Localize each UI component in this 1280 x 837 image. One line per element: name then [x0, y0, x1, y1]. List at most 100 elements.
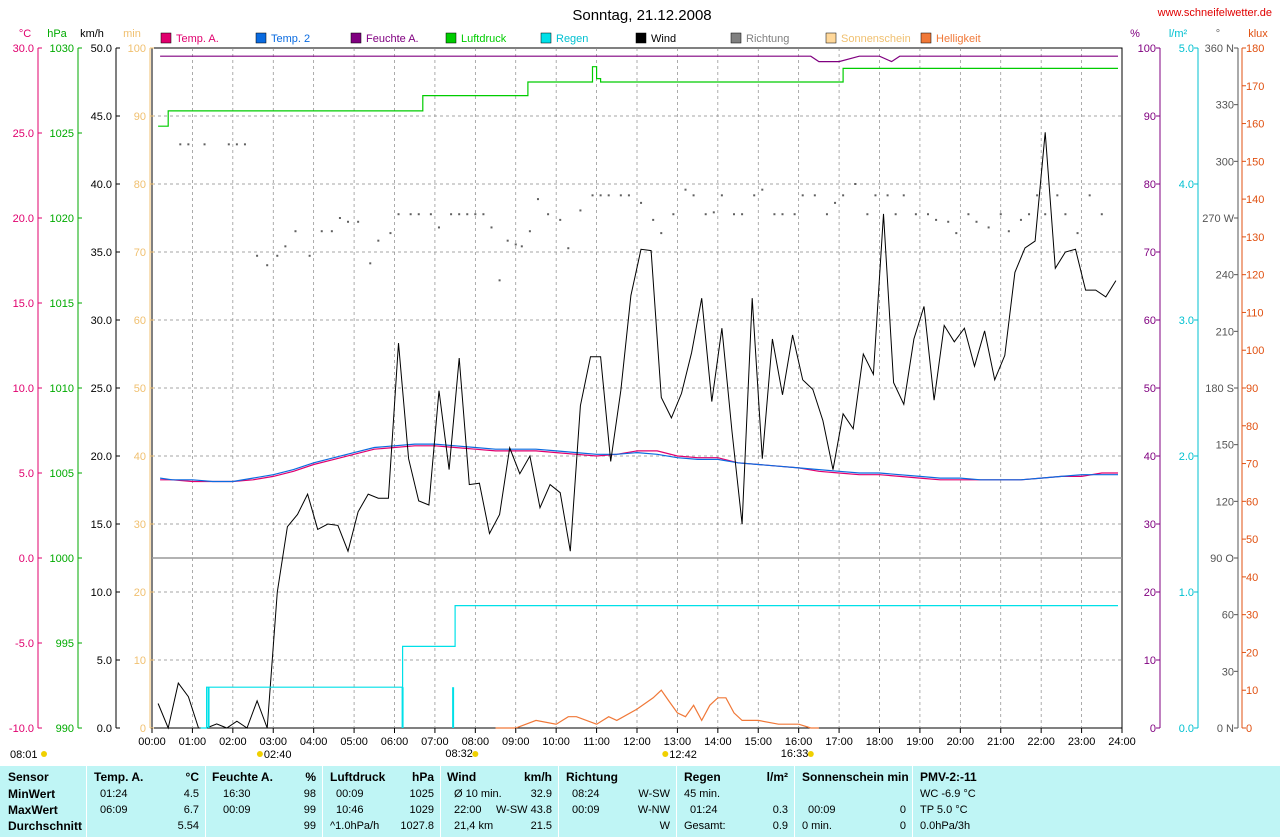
axis-tick-label: 360 N — [1205, 43, 1234, 55]
series-richtung-point — [450, 213, 453, 216]
axis-tick-label: 60 — [134, 315, 146, 327]
series-richtung-point — [458, 213, 461, 216]
axis-tick-label: 15.0 — [13, 298, 34, 310]
series-richtung-point — [773, 213, 776, 216]
axis-tick-label: 1020 — [50, 213, 74, 225]
stats-pmv-pressure-trend: 0.0hPa/3h — [920, 820, 971, 832]
stats-wind-max-direction: W-SW — [496, 804, 528, 816]
x-tick-label: 09:00 — [502, 736, 530, 748]
series-richtung-point — [1007, 230, 1010, 233]
legend-label-feuchte-a: Feuchte A. — [366, 33, 419, 45]
stats-header-wind-unit: km/h — [523, 770, 552, 784]
x-tick-label: 04:00 — [300, 736, 328, 748]
series-richtung-point — [627, 194, 630, 197]
axis-tick-label: 25.0 — [13, 128, 34, 140]
axis-tick-label: 70 — [134, 247, 146, 259]
axis-tick-label: 5.0 — [97, 655, 112, 667]
series-richtung-point — [619, 194, 622, 197]
x-tick-label: 16:00 — [785, 736, 813, 748]
axis-tick-label: 1.0 — [1179, 587, 1194, 599]
series-helligkeit-line — [495, 689, 819, 729]
axis-tick-label: 180 S — [1205, 383, 1234, 395]
axis-tick-label: 0 — [140, 723, 146, 735]
axis-tick-label: 110 — [1246, 307, 1264, 319]
x-tick-label: 05:00 — [340, 736, 368, 748]
series-richtung-point — [902, 194, 905, 197]
marker-icon — [256, 751, 263, 757]
stats-sun-total-value: 0 — [899, 820, 906, 832]
series-richtung-point — [704, 213, 707, 216]
unit-label: klux — [1248, 28, 1268, 40]
series-feuchte-a-line — [160, 55, 1118, 63]
stats-pmv-windchill: WC -6.9 °C — [920, 788, 976, 800]
series-richtung-point — [1064, 213, 1067, 216]
series-richtung-point — [733, 213, 735, 216]
axis-tick-label: 150 — [1246, 156, 1264, 168]
axis-tick-label: 990 — [56, 723, 74, 735]
legend-swatch-richtung — [730, 32, 742, 44]
series-richtung-point — [947, 220, 950, 223]
series-richtung-point — [761, 188, 764, 191]
series-richtung-point — [866, 213, 869, 216]
stats-header-sunshine: Sonnenschein min — [802, 770, 909, 784]
marker-label: 08:32 — [445, 748, 473, 760]
series-richtung-point — [567, 247, 570, 250]
x-tick-label: 18:00 — [866, 736, 894, 748]
series-temp-a-line — [160, 445, 1118, 483]
x-tick-label: 22:00 — [1027, 736, 1055, 748]
stats-label-max: MaxWert — [8, 803, 58, 817]
series-richtung-point — [1076, 232, 1079, 235]
axis-tick-label: 1005 — [50, 468, 74, 480]
stats-temp-min-value: 4.5 — [183, 788, 199, 800]
series-richtung-point — [1044, 213, 1047, 216]
stats-panel: Sensor MinWert MaxWert Durchschnitt Temp… — [0, 766, 1280, 837]
stats-wind-distance: 21,4 km — [454, 820, 494, 832]
unit-label: °C — [19, 28, 31, 40]
axis-tick-label: 30.0 — [91, 315, 112, 327]
axis-tick-label: 50 — [1246, 534, 1258, 546]
series-richtung-point — [338, 217, 341, 219]
x-tick-label: 14:00 — [704, 736, 732, 748]
stats-press-max-value: 1029 — [409, 804, 434, 816]
series-richtung-point — [874, 194, 877, 197]
axis-tick-label: 80 — [134, 179, 146, 191]
series-richtung-point — [369, 262, 372, 265]
series-richtung-point — [1056, 194, 1059, 197]
unit-label: min — [123, 28, 141, 40]
axis-tick-label: 130 — [1246, 232, 1264, 244]
x-tick-label: 07:00 — [421, 736, 449, 748]
stats-col-humidity: Feuchte A. % 16:30 98 00:09 99 99 — [206, 766, 323, 837]
chart-title: Sonntag, 21.12.2008 — [572, 7, 711, 24]
series-richtung-point — [179, 143, 182, 146]
axis-tick-label: 50 — [134, 383, 146, 395]
x-tick-label: 02:00 — [219, 736, 247, 748]
stats-hum-max-time: 00:09 — [223, 804, 251, 816]
stats-dir-min-value: W-SW — [638, 788, 670, 800]
legend-label-richtung: Richtung — [746, 33, 789, 45]
series-richtung-point — [429, 213, 432, 216]
series-richtung-point — [579, 209, 582, 212]
series-richtung-point — [854, 183, 857, 185]
series-richtung-point — [793, 213, 796, 216]
axis-tick-label: 4.0 — [1179, 179, 1194, 191]
stats-temp-avg-value: 5.54 — [177, 820, 199, 832]
series-richtung-point — [520, 245, 523, 248]
watermark-link[interactable]: www.schneifelwetter.de — [1157, 7, 1272, 19]
stats-rain-max-time: 01:24 — [690, 804, 718, 816]
series-richtung-point — [284, 245, 287, 248]
axis-tick-label: 40 — [1144, 451, 1156, 463]
series-richtung-point — [935, 218, 938, 221]
legend-swatch-temp-a — [160, 32, 172, 44]
axis-unit-labels: °C hPa km/h min% l/m² ° klux — [19, 28, 1268, 40]
series-richtung-point — [652, 218, 655, 221]
x-tick-label: 17:00 — [825, 736, 853, 748]
unit-label: % — [1130, 28, 1140, 40]
axis-tick-label: 50 — [1144, 383, 1156, 395]
x-tick-label: 06:00 — [381, 736, 409, 748]
legend-swatch-feuchte-a — [350, 32, 362, 44]
weather-chart: Sonntag, 21.12.2008 www.schneifelwetter.… — [9, 7, 1272, 761]
series-richtung-point — [894, 213, 897, 216]
series-richtung-point — [914, 213, 917, 216]
series-temp-2-line — [160, 443, 1118, 483]
x-tick-label: 19:00 — [906, 736, 934, 748]
